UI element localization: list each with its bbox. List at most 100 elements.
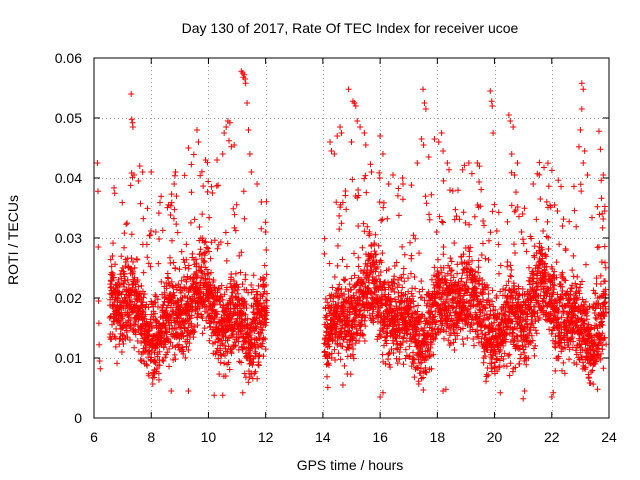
data-point xyxy=(194,322,201,329)
data-point xyxy=(338,130,345,136)
data-point xyxy=(544,160,551,167)
data-point xyxy=(144,362,151,369)
data-point xyxy=(526,281,533,288)
data-point xyxy=(132,331,139,338)
data-point xyxy=(258,199,265,205)
data-point xyxy=(204,188,211,195)
data-point xyxy=(376,169,383,176)
data-point xyxy=(544,218,551,225)
data-point xyxy=(379,151,386,157)
data-point xyxy=(508,151,515,157)
data-point xyxy=(211,339,218,346)
data-point xyxy=(253,325,260,332)
data-point xyxy=(599,224,606,231)
data-point xyxy=(578,188,585,195)
data-point xyxy=(385,181,392,187)
data-point xyxy=(574,273,581,280)
data-point xyxy=(512,189,519,196)
data-point xyxy=(343,206,350,213)
data-point xyxy=(214,245,221,252)
data-point xyxy=(151,349,158,356)
data-point xyxy=(197,246,204,253)
data-point xyxy=(328,148,335,154)
data-point xyxy=(222,229,229,236)
data-point xyxy=(121,244,128,251)
data-point xyxy=(170,289,177,296)
data-point xyxy=(241,370,248,377)
data-point xyxy=(170,215,177,222)
data-point xyxy=(491,201,498,208)
data-point xyxy=(226,137,233,144)
data-point xyxy=(178,248,185,255)
data-point xyxy=(384,215,391,222)
data-point xyxy=(153,365,160,372)
data-point xyxy=(201,239,208,246)
data-point xyxy=(598,259,605,266)
data-point xyxy=(172,356,179,363)
data-point xyxy=(405,275,412,282)
data-point xyxy=(172,282,179,289)
data-point xyxy=(155,260,162,267)
data-point xyxy=(111,190,118,197)
data-point xyxy=(203,266,210,273)
data-point xyxy=(245,127,252,133)
data-point xyxy=(169,343,176,350)
data-point xyxy=(411,273,418,280)
data-point xyxy=(497,389,504,396)
data-point xyxy=(348,275,355,282)
data-point xyxy=(123,221,130,228)
data-point xyxy=(401,278,408,285)
data-point xyxy=(238,316,245,323)
data-point xyxy=(440,177,447,184)
data-point xyxy=(489,208,496,215)
data-point xyxy=(377,133,384,139)
data-point xyxy=(400,334,407,341)
data-point xyxy=(230,328,237,335)
data-point xyxy=(239,346,246,353)
data-point xyxy=(234,286,241,293)
data-point xyxy=(256,352,263,359)
data-point xyxy=(531,243,538,250)
data-point xyxy=(203,317,210,324)
data-point xyxy=(223,257,230,264)
data-point xyxy=(205,270,212,277)
data-point xyxy=(192,256,199,263)
data-point xyxy=(150,374,157,381)
data-point xyxy=(134,277,141,284)
data-point xyxy=(120,340,127,347)
data-point xyxy=(560,216,567,223)
data-point xyxy=(248,281,255,288)
data-point xyxy=(355,223,362,230)
data-point xyxy=(331,151,338,157)
data-point xyxy=(160,358,167,365)
data-point xyxy=(412,285,419,292)
data-point xyxy=(550,389,557,396)
data-point xyxy=(380,204,387,211)
data-point xyxy=(239,309,246,316)
data-point xyxy=(408,182,415,189)
data-point xyxy=(205,178,212,185)
data-point xyxy=(351,250,358,257)
data-point xyxy=(540,227,547,234)
data-point xyxy=(468,170,475,177)
data-point xyxy=(246,374,253,381)
data-point xyxy=(155,370,162,377)
data-point xyxy=(396,356,403,363)
data-point xyxy=(511,208,518,215)
data-point xyxy=(118,253,125,260)
data-point xyxy=(575,143,582,150)
data-point xyxy=(158,278,165,285)
data-point xyxy=(493,227,500,234)
data-point xyxy=(224,301,231,308)
data-point xyxy=(225,343,232,350)
data-point xyxy=(151,310,158,317)
data-point xyxy=(423,369,430,376)
data-point xyxy=(331,346,338,353)
data-point xyxy=(495,209,502,216)
data-point xyxy=(163,279,170,286)
data-point xyxy=(471,213,478,220)
data-point xyxy=(420,142,427,148)
data-point xyxy=(214,289,221,296)
data-point xyxy=(219,296,226,303)
data-point xyxy=(363,189,370,196)
